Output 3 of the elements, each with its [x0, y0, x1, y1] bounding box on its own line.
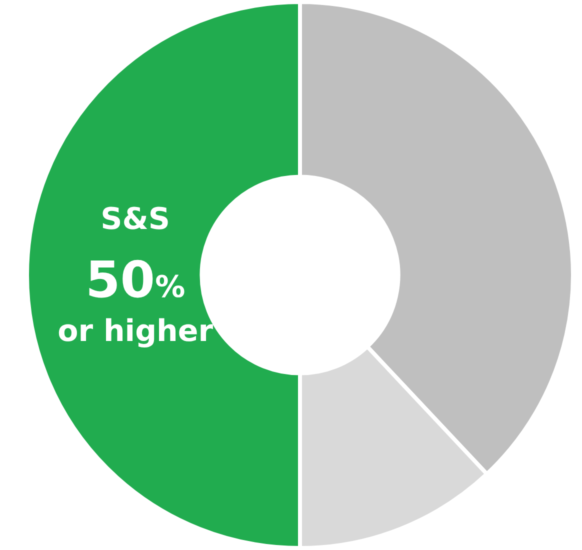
data-label: 50% [86, 251, 186, 309]
text: or higher [58, 314, 214, 349]
slice-label: S&S [100, 202, 170, 237]
